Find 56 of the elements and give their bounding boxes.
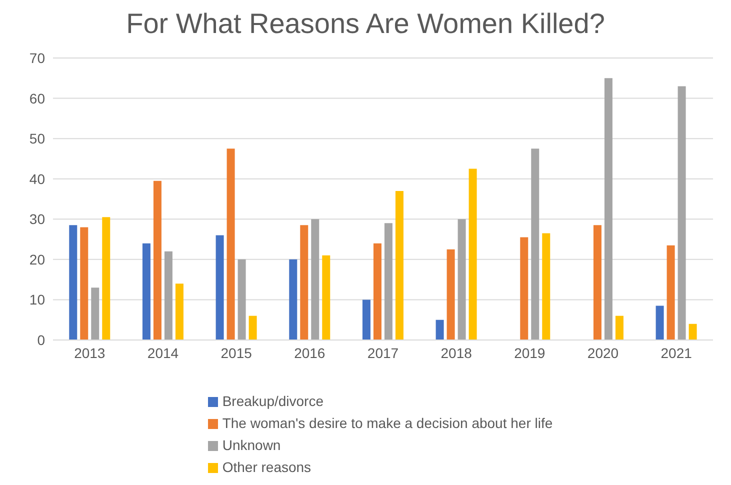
bar bbox=[531, 148, 540, 340]
bar bbox=[153, 180, 162, 340]
bar bbox=[458, 219, 466, 340]
bar bbox=[446, 249, 455, 340]
bar bbox=[311, 219, 320, 340]
bar bbox=[384, 223, 392, 340]
bar bbox=[238, 259, 246, 340]
bar bbox=[615, 316, 624, 340]
bar bbox=[216, 235, 224, 340]
legend-label: The woman's desire to make a decision about her life bbox=[222, 415, 553, 431]
legend-label: Other reasons bbox=[222, 459, 312, 475]
legend-label: Unknown bbox=[222, 437, 281, 453]
x-tick-label: 2020 bbox=[587, 344, 619, 361]
x-tick-label: 2019 bbox=[514, 344, 546, 361]
bar bbox=[678, 86, 686, 340]
bar bbox=[69, 225, 78, 340]
bar bbox=[175, 284, 184, 340]
bar bbox=[164, 251, 172, 340]
legend-label: Breakup/divorce bbox=[222, 393, 324, 409]
y-tick-label: 0 bbox=[37, 332, 46, 348]
x-tick-label: 2017 bbox=[367, 344, 399, 361]
bar bbox=[666, 245, 675, 340]
y-tick-label: 10 bbox=[29, 292, 46, 308]
x-tick-label: 2018 bbox=[440, 344, 472, 361]
x-tick-label: 2021 bbox=[660, 344, 692, 361]
x-tick-label: 2015 bbox=[220, 344, 252, 361]
bar bbox=[142, 243, 150, 340]
bar bbox=[604, 78, 612, 340]
x-tick-label: 2014 bbox=[147, 344, 179, 361]
bar bbox=[373, 243, 382, 340]
bar bbox=[436, 320, 444, 340]
bar bbox=[656, 306, 664, 340]
y-tick-label: 30 bbox=[29, 211, 46, 228]
bar bbox=[468, 168, 477, 340]
bar bbox=[322, 255, 330, 340]
bar bbox=[226, 148, 235, 340]
bar bbox=[593, 225, 602, 340]
y-tick-label: 70 bbox=[29, 50, 46, 66]
x-tick-label: 2016 bbox=[294, 344, 326, 361]
y-tick-label: 20 bbox=[29, 251, 46, 268]
y-tick-label: 60 bbox=[29, 90, 46, 106]
bar bbox=[688, 324, 697, 340]
bar bbox=[362, 300, 370, 340]
bar bbox=[300, 225, 308, 340]
bar bbox=[542, 233, 550, 340]
bar bbox=[289, 259, 298, 340]
bar bbox=[102, 217, 110, 340]
bar bbox=[80, 227, 88, 340]
x-tick-label: 2013 bbox=[74, 344, 106, 361]
chart-title: For What Reasons Are Women Killed? bbox=[125, 8, 606, 41]
y-tick-label: 50 bbox=[29, 130, 46, 147]
bar bbox=[91, 288, 100, 340]
bar bbox=[395, 190, 404, 340]
bar bbox=[248, 316, 257, 340]
y-tick-label: 40 bbox=[29, 170, 46, 187]
bar bbox=[520, 237, 528, 340]
